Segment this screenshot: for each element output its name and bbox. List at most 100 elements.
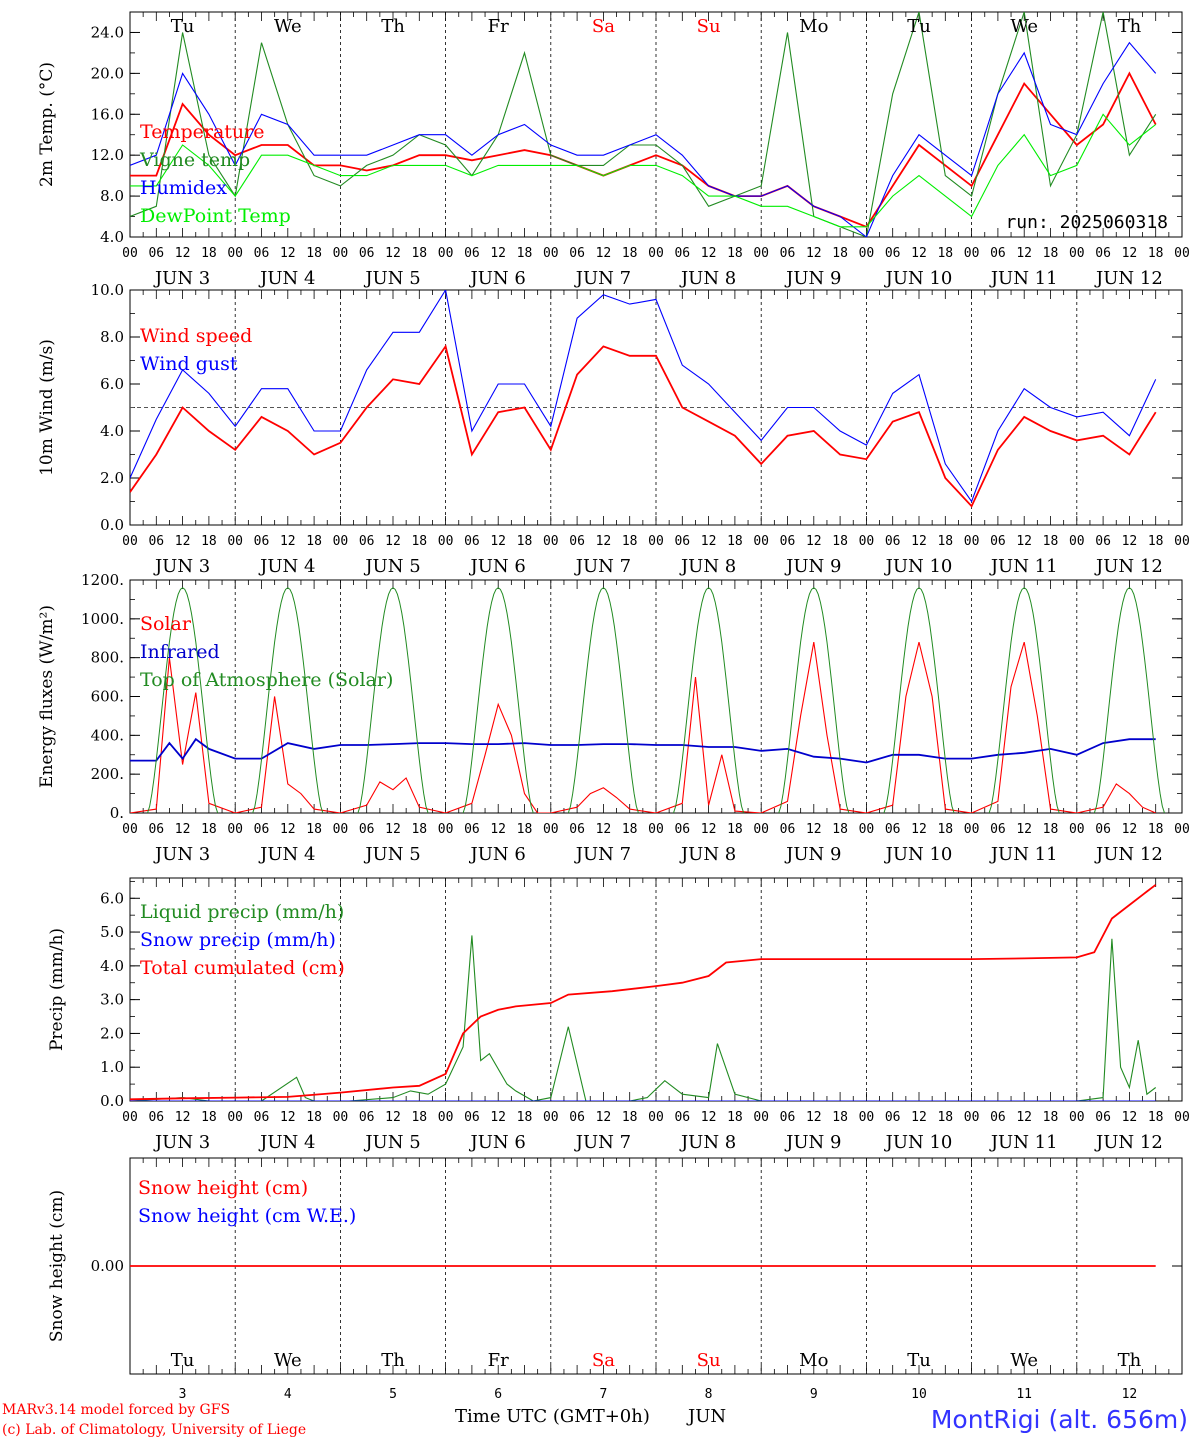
y-tick-label: 1000.	[81, 610, 124, 628]
series-group	[130, 290, 1157, 508]
x-tick-label: 06	[674, 246, 690, 261]
day-label: Su	[697, 1350, 721, 1371]
date-label: JUN 11	[989, 556, 1058, 577]
x-tick-label: 06	[569, 246, 585, 261]
day-label: Tu	[171, 16, 195, 37]
x-tick-label: 00	[227, 534, 243, 549]
x-tick-label: 18	[832, 246, 848, 261]
y-axis-title: Snow height (cm)	[47, 1190, 67, 1342]
day-label: Sa	[592, 1350, 615, 1371]
date-label: JUN 8	[679, 268, 736, 289]
legend-entry: Snow precip (mm/h)	[140, 929, 336, 951]
x-tick-label: 06	[464, 822, 480, 837]
date-label: JUN 5	[363, 268, 420, 289]
y-axis-title: Energy fluxes (W/m²)	[37, 605, 57, 788]
x-tick-label: 12	[806, 246, 822, 261]
x-tick-label: 12	[175, 534, 191, 549]
x-tick-label: 18	[306, 822, 322, 837]
y-tick-label: 200.	[91, 765, 124, 783]
y-axis-title: 10m Wind (m/s)	[37, 339, 57, 476]
panel-5: 0.00 Snow height (cm) Snow height (cm) Snow…	[47, 1157, 1183, 1402]
x-tick-label: 06	[1095, 246, 1111, 261]
day-number: 11	[1016, 1387, 1032, 1402]
x-tick-label: 00	[543, 822, 559, 837]
y-tick-label: 8.0	[100, 187, 124, 205]
date-label: JUN 8	[679, 556, 736, 577]
day-label: Th	[1118, 16, 1142, 37]
x-tick-label: 18	[1148, 246, 1164, 261]
day-number: 4	[284, 1387, 292, 1402]
day-label: We	[1010, 16, 1038, 37]
x-tick-label: 00	[333, 1110, 349, 1125]
y-tick-label: 400.	[91, 726, 124, 744]
y-tick-label: 10.0	[91, 281, 124, 299]
x-tick-label: 12	[596, 534, 612, 549]
x-tick-label: 00	[122, 822, 138, 837]
date-label: JUN 5	[363, 844, 420, 865]
date-label: JUN 8	[679, 844, 736, 865]
x-tick-label: 00	[859, 822, 875, 837]
x-tick-label: 00	[333, 822, 349, 837]
legend-entry: Snow height (cm)	[138, 1177, 308, 1199]
date-label: JUN 12	[1094, 556, 1163, 577]
legend-entry: Temperature	[140, 121, 264, 143]
date-label: JUN 8	[679, 1132, 736, 1153]
x-tick-label: 18	[1043, 1110, 1059, 1125]
x-tick-label: 00	[333, 534, 349, 549]
x-tick-label: 00	[648, 822, 664, 837]
legend-entry: Wind gust	[140, 353, 238, 375]
day-label: Th	[1118, 1350, 1142, 1371]
x-tick-label: 06	[780, 1110, 796, 1125]
y-tick-label: 6.0	[100, 889, 124, 907]
x-tick-label: 12	[490, 246, 506, 261]
x-tick-label: 06	[885, 822, 901, 837]
x-tick-label: 06	[464, 246, 480, 261]
x-tick-label: 18	[306, 534, 322, 549]
x-tick-label: 12	[701, 822, 717, 837]
x-tick-label: 18	[201, 246, 217, 261]
y-tick-label: 8.0	[100, 328, 124, 346]
x-tick-label: 00	[122, 1110, 138, 1125]
day-number: 5	[389, 1387, 397, 1402]
x-tick-label: 00	[227, 1110, 243, 1125]
day-label: We	[1010, 1350, 1038, 1371]
legend-entry: Infrared	[140, 641, 220, 663]
date-label: JUN 5	[363, 1132, 420, 1153]
x-tick-label: 00	[1174, 534, 1190, 549]
date-label: JUN 7	[574, 268, 631, 289]
date-label: JUN 9	[784, 844, 841, 865]
x-tick-label: 18	[727, 1110, 743, 1125]
x-tick-label: 12	[280, 246, 296, 261]
day-label: Mo	[799, 1350, 828, 1371]
date-label: JUN 6	[469, 556, 526, 577]
day-label: Tu	[171, 1350, 195, 1371]
date-label: JUN 5	[363, 556, 420, 577]
x-tick-label: 12	[806, 534, 822, 549]
x-tick-label: 00	[438, 246, 454, 261]
x-tick-label: 18	[1043, 534, 1059, 549]
x-tick-label: 06	[148, 534, 164, 549]
date-label: JUN 10	[884, 268, 953, 289]
x-tick-label: 18	[832, 1110, 848, 1125]
x-tick-label: 06	[990, 534, 1006, 549]
x-tick-label: 06	[569, 1110, 585, 1125]
date-label: JUN 3	[153, 268, 210, 289]
x-tick-label: 06	[569, 534, 585, 549]
x-tick-label: 06	[780, 246, 796, 261]
x-tick-label: 06	[1095, 1110, 1111, 1125]
footer-copyright: (c) Lab. of Climatology, University of L…	[2, 1422, 306, 1438]
x-tick-label: 00	[964, 534, 980, 549]
x-tick-label: 06	[885, 246, 901, 261]
x-tick-label: 12	[596, 822, 612, 837]
x-tick-label: 06	[1095, 822, 1111, 837]
day-number: 3	[179, 1387, 187, 1402]
y-axis-title: 2m Temp. (°C)	[37, 62, 57, 187]
day-number: 10	[911, 1387, 927, 1402]
x-tick-label: 00	[1069, 1110, 1085, 1125]
x-tick-label: 18	[517, 534, 533, 549]
date-label: JUN 9	[784, 556, 841, 577]
x-tick-label: 06	[464, 534, 480, 549]
x-tick-label: 12	[1016, 822, 1032, 837]
x-tick-label: 18	[517, 822, 533, 837]
day-label: Sa	[592, 16, 615, 37]
